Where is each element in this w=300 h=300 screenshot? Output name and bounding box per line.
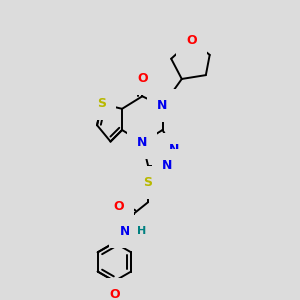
Text: N: N	[119, 225, 130, 238]
Text: S: S	[98, 98, 106, 110]
Text: O: O	[186, 34, 197, 47]
Text: S: S	[144, 176, 153, 190]
Text: N: N	[162, 159, 172, 172]
Text: N: N	[157, 99, 168, 112]
Text: O: O	[114, 200, 124, 213]
Text: H: H	[137, 226, 147, 236]
Text: O: O	[109, 288, 120, 300]
Text: N: N	[137, 136, 148, 149]
Text: N: N	[169, 143, 179, 156]
Text: O: O	[137, 73, 148, 85]
